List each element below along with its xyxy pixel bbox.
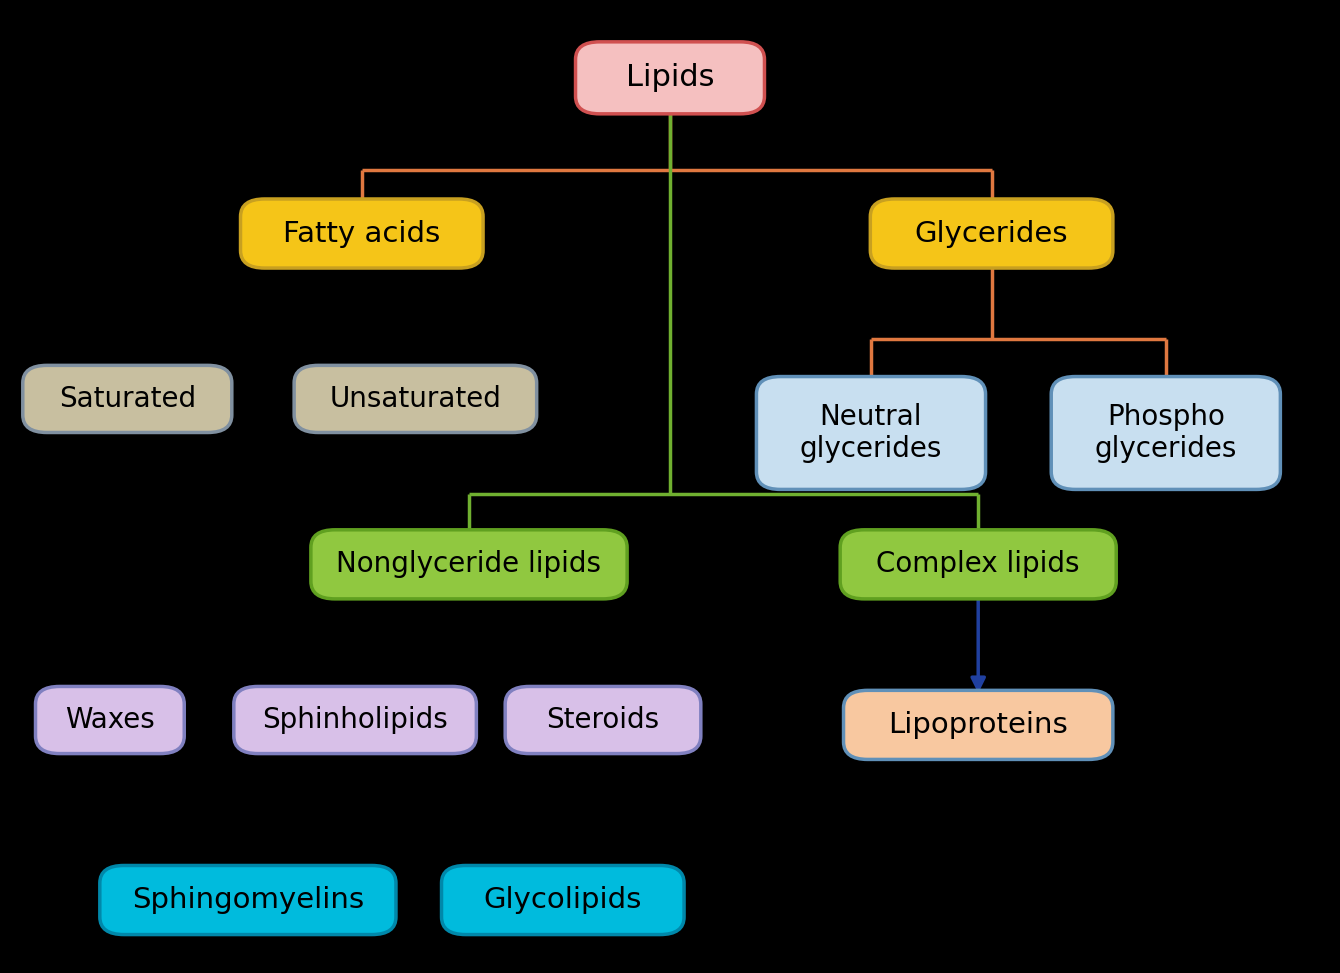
FancyBboxPatch shape: [871, 198, 1114, 268]
Text: Nonglyceride lipids: Nonglyceride lipids: [336, 551, 602, 578]
FancyBboxPatch shape: [241, 198, 484, 268]
FancyBboxPatch shape: [756, 377, 986, 489]
Text: Neutral
glycerides: Neutral glycerides: [800, 403, 942, 463]
FancyBboxPatch shape: [36, 687, 185, 753]
Text: Glycerides: Glycerides: [915, 220, 1068, 247]
FancyBboxPatch shape: [576, 42, 764, 114]
FancyBboxPatch shape: [442, 866, 683, 934]
FancyBboxPatch shape: [311, 529, 627, 599]
Text: Glycolipids: Glycolipids: [484, 886, 642, 914]
Text: Lipoproteins: Lipoproteins: [888, 711, 1068, 739]
FancyBboxPatch shape: [234, 687, 477, 753]
FancyBboxPatch shape: [505, 687, 701, 753]
Text: Lipids: Lipids: [626, 63, 714, 92]
Text: Saturated: Saturated: [59, 385, 196, 413]
FancyBboxPatch shape: [295, 365, 536, 432]
Text: Complex lipids: Complex lipids: [876, 551, 1080, 578]
FancyBboxPatch shape: [844, 691, 1114, 759]
FancyBboxPatch shape: [23, 365, 232, 432]
Text: Sphingomyelins: Sphingomyelins: [131, 886, 364, 914]
Text: Unsaturated: Unsaturated: [330, 385, 501, 413]
Text: Phospho
glycerides: Phospho glycerides: [1095, 403, 1237, 463]
Text: Fatty acids: Fatty acids: [283, 220, 441, 247]
FancyBboxPatch shape: [1051, 377, 1281, 489]
Text: Steroids: Steroids: [547, 706, 659, 734]
FancyBboxPatch shape: [840, 529, 1116, 599]
FancyBboxPatch shape: [99, 866, 397, 934]
Text: Sphinholipids: Sphinholipids: [263, 706, 448, 734]
Text: Waxes: Waxes: [66, 706, 154, 734]
